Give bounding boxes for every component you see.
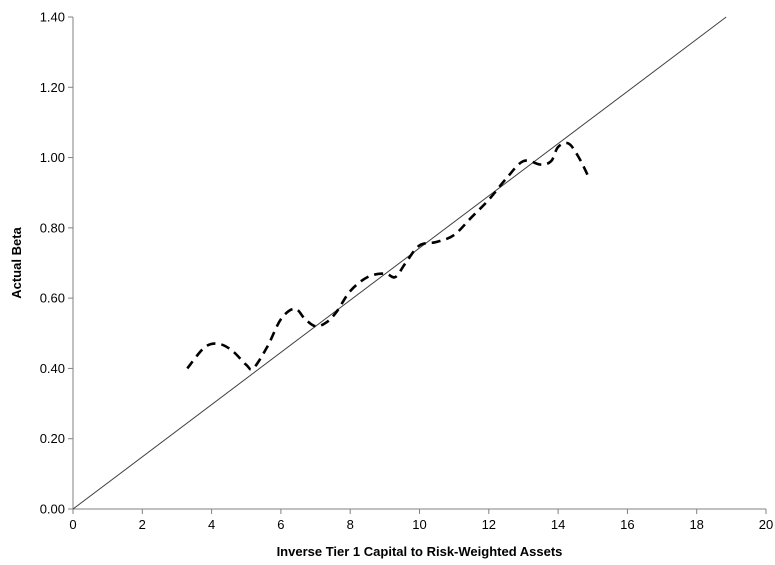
y-axis-title: Actual Beta <box>9 226 24 298</box>
x-tick-label: 16 <box>620 517 634 532</box>
y-tick-label: 0.00 <box>40 502 65 517</box>
series-line-solid <box>72 16 727 510</box>
y-tick-label: 1.40 <box>40 10 65 25</box>
y-tick-label: 0.20 <box>40 431 65 446</box>
x-tick-label: 8 <box>347 517 354 532</box>
series-group <box>72 16 727 510</box>
x-tick-label: 6 <box>277 517 284 532</box>
x-tick-label: 20 <box>759 517 773 532</box>
series-line-dashed <box>186 141 591 371</box>
y-tick-label: 1.20 <box>40 80 65 95</box>
y-tick-label: 0.40 <box>40 361 65 376</box>
x-tick-label: 14 <box>551 517 565 532</box>
x-tick-label: 4 <box>208 517 215 532</box>
x-axis-title: Inverse Tier 1 Capital to Risk-Weighted … <box>277 544 563 559</box>
y-tick-label: 0.60 <box>40 291 65 306</box>
x-tick-label: 12 <box>482 517 496 532</box>
x-axis-ticks: 0 2 4 6 8 10 12 14 16 18 20 <box>69 509 773 532</box>
x-tick-label: 2 <box>139 517 146 532</box>
y-axis-ticks: 0.00 0.20 0.40 0.60 0.80 1.00 1.20 1.40 <box>40 10 73 517</box>
x-tick-label: 18 <box>689 517 703 532</box>
x-tick-label: 10 <box>412 517 426 532</box>
y-tick-label: 0.80 <box>40 220 65 235</box>
x-tick-label: 0 <box>69 517 76 532</box>
y-tick-label: 1.00 <box>40 150 65 165</box>
